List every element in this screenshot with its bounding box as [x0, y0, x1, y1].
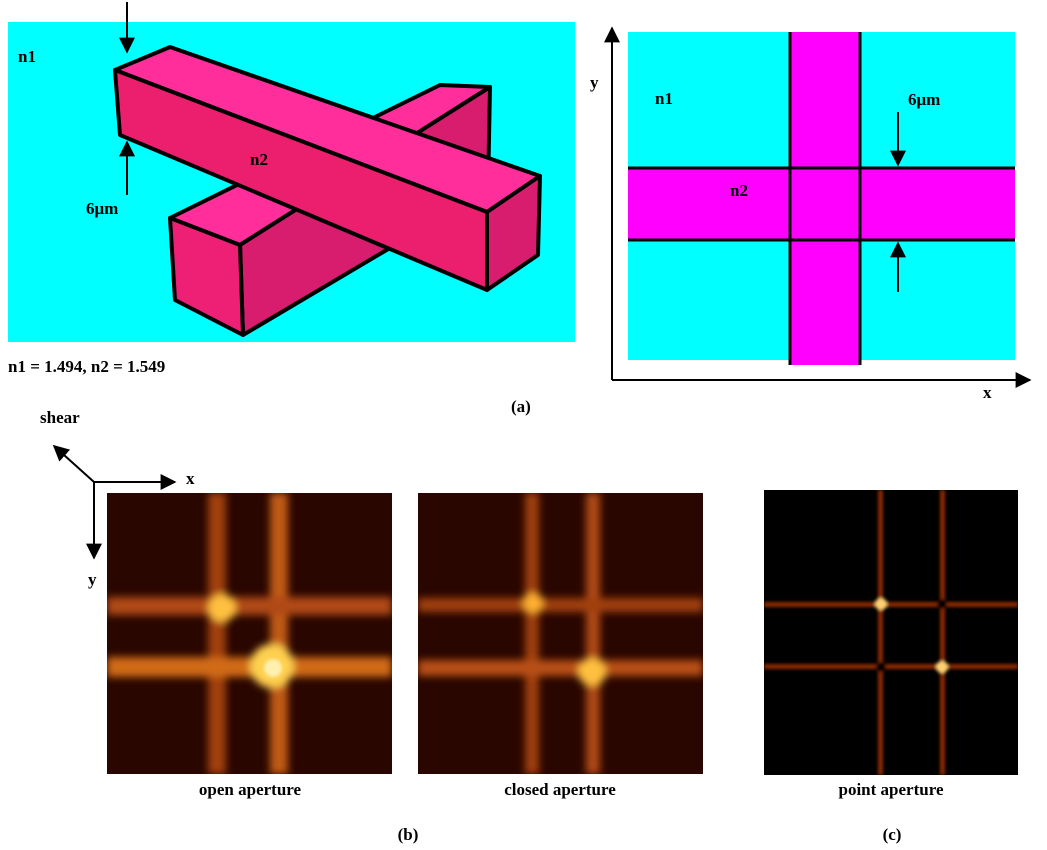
panel-a-3d: n1 n2 6μm n1 = 1.494, n2 = 1.549	[8, 2, 575, 376]
indices-label: n1 = 1.494, n2 = 1.549	[8, 357, 165, 376]
shear-label: shear	[40, 408, 80, 427]
horizontal-guide	[628, 168, 1015, 240]
label-n1: n1	[655, 89, 673, 108]
label-n2: n2	[730, 181, 748, 200]
point-aperture-image	[764, 490, 1018, 775]
caption: point aperture	[839, 780, 944, 799]
panel-label: (c)	[883, 825, 902, 844]
open-aperture-image	[107, 493, 392, 774]
shear-arrow	[54, 446, 94, 482]
closed-aperture-image	[418, 493, 703, 774]
y-label: y	[88, 570, 97, 589]
panel-a-top: y x n1 n2 6μm	[590, 28, 1030, 402]
x-label: x	[186, 469, 195, 488]
y-axis-label: y	[590, 73, 599, 92]
caption: closed aperture	[504, 780, 616, 799]
thickness-label: 6μm	[908, 90, 940, 109]
label-n1: n1	[18, 47, 36, 66]
x-axis-label: x	[983, 383, 992, 402]
caption: open aperture	[199, 780, 302, 799]
figure: n1 n2 6μm n1 = 1.494, n2 = 1.549 y x n1 …	[0, 0, 1047, 850]
panel-label: (a)	[511, 397, 531, 416]
thickness-label: 6μm	[86, 199, 118, 218]
panel-label: (b)	[398, 825, 419, 844]
label-n2: n2	[250, 150, 268, 169]
